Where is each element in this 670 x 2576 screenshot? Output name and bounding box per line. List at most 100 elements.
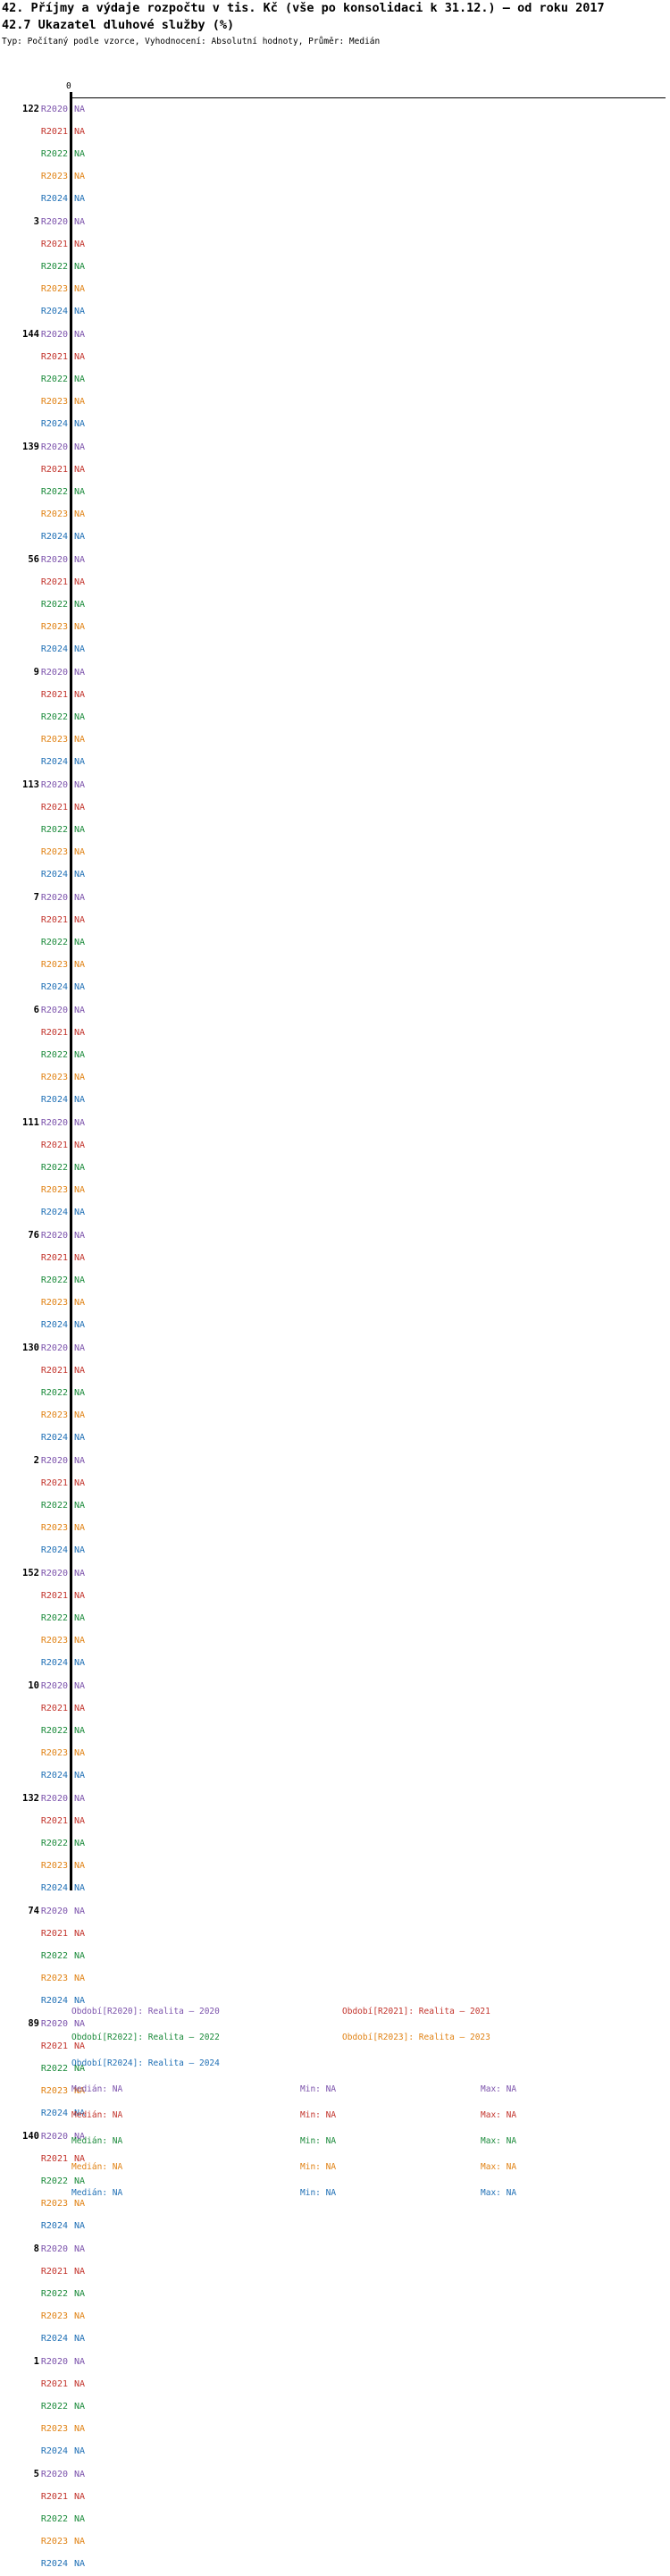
chart-bar-row[interactable]: R2023 NA (0, 503, 670, 526)
chart-bar-row[interactable]: R2021 NA (0, 2035, 670, 2058)
legend-entry[interactable]: Období[R2022]: Realita – 2022 (71, 2033, 220, 2042)
chart-bar-row[interactable]: R2024 NA (0, 526, 670, 548)
chart-bar-row[interactable]: R2024 NA (0, 413, 670, 435)
chart-bar-row[interactable]: R2024 NA (0, 2102, 670, 2125)
chart-bar-row[interactable]: R2024 NA (0, 863, 670, 886)
chart-bar-row[interactable]: R2023 NA (0, 2080, 670, 2102)
chart-bar-row[interactable]: R2023 NA (0, 165, 670, 188)
chart-bar-row[interactable]: R2023 NA (0, 1066, 670, 1089)
chart-bar-row[interactable]: R2023 NA (0, 278, 670, 300)
chart-bar-row[interactable]: R2021 NA (0, 796, 670, 819)
chart-bar-row[interactable]: 74 R2020 NA (0, 1900, 670, 1923)
chart-bar-row[interactable]: R2022 NA (0, 368, 670, 391)
chart-bar-row[interactable]: R2024 NA (0, 1990, 670, 2012)
chart-bar-row[interactable]: R2021 NA (0, 684, 670, 706)
chart-bar-row[interactable]: 152 R2020 NA (0, 1562, 670, 1585)
chart-bar-row[interactable]: 5 R2020 NA (0, 2463, 670, 2486)
chart-bar-row[interactable]: R2023 NA (0, 1517, 670, 1539)
chart-bar-row[interactable]: R2024 NA (0, 300, 670, 323)
legend-entry[interactable]: Období[R2024]: Realita – 2024 (71, 2058, 220, 2068)
chart-bar-row[interactable]: R2021 NA (0, 1697, 670, 1720)
chart-bar-row[interactable]: R2024 NA (0, 188, 670, 210)
chart-bar-row[interactable]: 144 R2020 NA (0, 324, 670, 346)
chart-bar-row[interactable]: R2022 NA (0, 1382, 670, 1404)
chart-bar-row[interactable]: R2022 NA (0, 2058, 670, 2080)
chart-bar-row[interactable]: R2022 NA (0, 819, 670, 841)
chart-bar-row[interactable]: R2024 NA (0, 1877, 670, 1899)
chart-bar-row[interactable]: R2022 NA (0, 1269, 670, 1292)
chart-bar-row[interactable]: 6 R2020 NA (0, 999, 670, 1022)
chart-bar-row[interactable]: R2023 NA (0, 2305, 670, 2328)
legend-entry[interactable]: Období[R2020]: Realita – 2020 (71, 2007, 220, 2016)
chart-bar-row[interactable]: R2024 NA (0, 1314, 670, 1336)
chart-bar-row[interactable]: R2022 NA (0, 1607, 670, 1629)
chart-bar-row[interactable]: 3 R2020 NA (0, 211, 670, 233)
chart-bar-row[interactable]: R2021 NA (0, 1360, 670, 1382)
chart-bar-row[interactable]: R2024 NA (0, 2328, 670, 2350)
chart-bar-row[interactable]: R2022 NA (0, 931, 670, 954)
chart-bar-row[interactable]: R2023 NA (0, 728, 670, 751)
chart-bar-row[interactable]: R2021 NA (0, 2260, 670, 2283)
chart-bar-row[interactable]: R2023 NA (0, 954, 670, 976)
chart-bar-row[interactable]: R2022 NA (0, 1157, 670, 1179)
chart-bar-row[interactable]: R2023 NA (0, 841, 670, 863)
chart-bar-row[interactable]: R2024 NA (0, 638, 670, 661)
chart-bar-row[interactable]: 132 R2020 NA (0, 1788, 670, 1810)
chart-bar-row[interactable]: R2022 NA (0, 481, 670, 503)
chart-bar-row[interactable]: R2021 NA (0, 571, 670, 593)
chart-bar-row[interactable]: R2021 NA (0, 1585, 670, 1607)
chart-bar-row[interactable]: R2022 NA (0, 1044, 670, 1066)
chart-bar-row[interactable]: R2023 NA (0, 1292, 670, 1314)
chart-bar-row[interactable]: R2021 NA (0, 1022, 670, 1044)
chart-bar-row[interactable]: R2022 NA (0, 1945, 670, 1967)
chart-bar-row[interactable]: R2021 NA (0, 1472, 670, 1494)
chart-bar-row[interactable]: 1 R2020 NA (0, 2351, 670, 2373)
chart-bar-row[interactable]: 8 R2020 NA (0, 2238, 670, 2260)
chart-bar-row[interactable]: R2022 NA (0, 2508, 670, 2530)
chart-bar-row[interactable]: R2022 NA (0, 2395, 670, 2418)
chart-bar-row[interactable]: 9 R2020 NA (0, 661, 670, 684)
chart-bar-row[interactable]: R2023 NA (0, 616, 670, 638)
chart-bar-row[interactable]: 2 R2020 NA (0, 1450, 670, 1472)
chart-bar-row[interactable]: R2021 NA (0, 121, 670, 143)
chart-bar-row[interactable]: 113 R2020 NA (0, 774, 670, 796)
chart-bar-row[interactable]: 122 R2020 NA (0, 98, 670, 121)
chart-bar-row[interactable]: R2021 NA (0, 1247, 670, 1269)
chart-bar-row[interactable]: R2024 NA (0, 1764, 670, 1787)
chart-bar-row[interactable]: R2021 NA (0, 2373, 670, 2395)
chart-bar-row[interactable]: R2023 NA (0, 2530, 670, 2553)
chart-bar-row[interactable]: R2022 NA (0, 593, 670, 616)
chart-bar-row[interactable]: 7 R2020 NA (0, 887, 670, 909)
chart-bar-row[interactable]: R2023 NA (0, 1967, 670, 1990)
chart-bar-row[interactable]: R2024 NA (0, 1539, 670, 1562)
chart-bar-row[interactable]: R2021 NA (0, 346, 670, 368)
chart-bar-row[interactable]: R2024 NA (0, 2553, 670, 2575)
chart-bar-row[interactable]: R2022 NA (0, 1832, 670, 1855)
chart-bar-row[interactable]: R2023 NA (0, 1629, 670, 1652)
chart-bar-row[interactable]: R2021 NA (0, 1810, 670, 1832)
chart-bar-row[interactable]: R2023 NA (0, 1742, 670, 1764)
chart-bar-row[interactable]: 140 R2020 NA (0, 2126, 670, 2148)
chart-bar-row[interactable]: 89 R2020 NA (0, 2013, 670, 2035)
legend-entry[interactable]: Období[R2023]: Realita – 2023 (342, 2033, 490, 2042)
chart-bar-row[interactable]: R2024 NA (0, 1201, 670, 1224)
chart-bar-row[interactable]: R2021 NA (0, 1134, 670, 1157)
chart-bar-row[interactable]: R2023 NA (0, 391, 670, 413)
chart-bar-row[interactable]: R2024 NA (0, 1427, 670, 1449)
chart-bar-row[interactable]: R2022 NA (0, 2283, 670, 2305)
chart-bar-row[interactable]: 56 R2020 NA (0, 549, 670, 571)
legend-entry[interactable]: Období[R2021]: Realita – 2021 (342, 2007, 490, 2016)
chart-bar-row[interactable]: 139 R2020 NA (0, 436, 670, 459)
chart-bar-row[interactable]: R2022 NA (0, 143, 670, 165)
chart-bar-row[interactable]: R2024 NA (0, 1652, 670, 1674)
chart-bar-row[interactable]: 111 R2020 NA (0, 1112, 670, 1134)
chart-bar-row[interactable]: 76 R2020 NA (0, 1225, 670, 1247)
chart-bar-row[interactable]: R2022 NA (0, 1494, 670, 1517)
chart-bar-row[interactable]: R2024 NA (0, 751, 670, 773)
chart-bar-row[interactable]: R2022 NA (0, 1720, 670, 1742)
chart-bar-row[interactable]: R2024 NA (0, 976, 670, 998)
chart-bar-row[interactable]: R2023 NA (0, 1404, 670, 1427)
chart-bar-row[interactable]: R2021 NA (0, 233, 670, 256)
chart-bar-row[interactable]: 130 R2020 NA (0, 1337, 670, 1360)
chart-bar-row[interactable]: R2021 NA (0, 1923, 670, 1945)
